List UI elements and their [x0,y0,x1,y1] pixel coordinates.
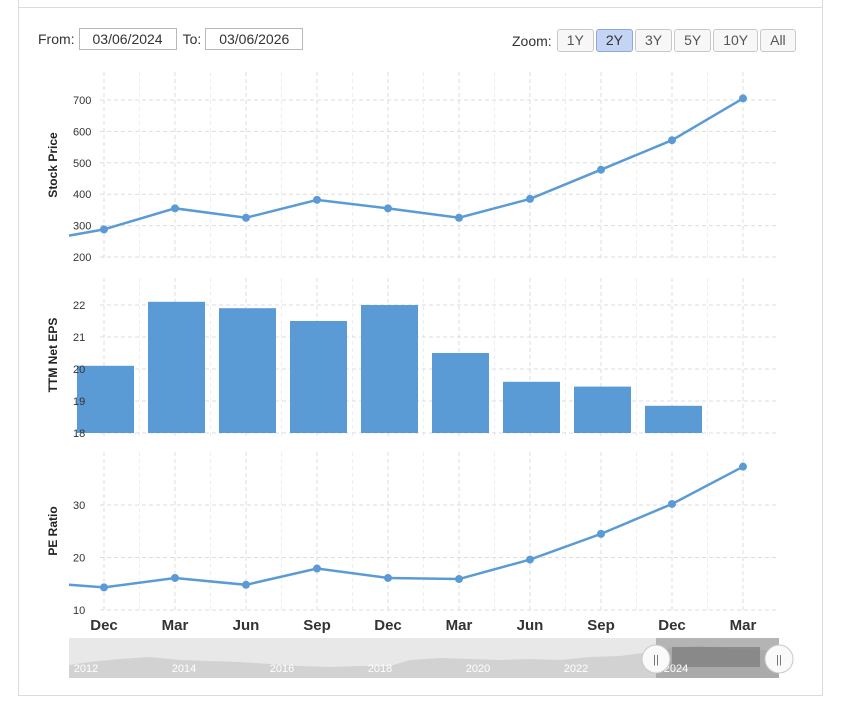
stock-price-axis-title: Stock Price [46,132,60,198]
pe-ratio-point[interactable] [597,529,605,538]
y-tick-label: 22 [73,300,85,312]
y-tick-label: 200 [73,252,91,264]
eps-axis-title: TTM Net EPS [46,318,60,393]
pe-ratio-point[interactable] [242,580,250,589]
navigator[interactable]: 2012 2014 2016 2018 2020 2022 2024 || || [69,638,794,678]
eps-bar[interactable] [645,405,702,433]
to-label: To: [182,31,202,47]
eps-bar[interactable] [219,308,276,433]
to-date-input[interactable]: 03/06/2026 [205,28,304,50]
y-tick-label: 600 [73,126,91,138]
stock-price-point[interactable] [100,225,108,234]
stock-price-point[interactable] [313,195,321,204]
navigator-year-label: 2018 [368,663,392,675]
zoom-10y-button[interactable]: 10Y [713,29,759,52]
navigator-right-grip-icon: || [776,654,782,666]
stock-price-point[interactable] [597,165,605,174]
stock-price-point[interactable] [739,94,747,103]
stock-price-point[interactable] [242,213,250,222]
x-tick-label: Sep [303,617,331,634]
navigator-right-handle[interactable] [764,644,794,674]
navigator-left-grip-icon: || [653,654,659,666]
zoom-2y-button[interactable]: 2Y [595,29,633,52]
stock-price-point[interactable] [668,136,676,145]
zoom-3y-button[interactable]: 3Y [634,29,673,52]
eps-bar[interactable] [432,353,489,433]
x-tick-label: Mar [730,617,757,634]
navigator-year-label: 2016 [270,663,294,675]
x-tick-label: Dec [658,617,686,634]
y-tick-label: 30 [73,500,85,512]
y-tick-label: 400 [73,189,91,201]
navigator-year-label: 2024 [664,663,688,675]
zoom-5y-button[interactable]: 5Y [674,29,712,52]
eps-bar[interactable] [503,381,560,433]
y-tick-label: 20 [73,364,85,376]
zoom-label: Zoom: [512,32,552,49]
from-label: From: [38,31,75,47]
zoom-1y-button[interactable]: 1Y [556,29,594,52]
stock-price-point[interactable] [526,194,534,203]
x-tick-label: Jun [233,617,260,634]
y-tick-label: 700 [73,95,91,107]
pe-ratio-point[interactable] [739,462,747,471]
navigator-year-label: 2012 [74,663,98,675]
zoom-all-button[interactable]: All [760,29,796,52]
eps-bar[interactable] [574,386,631,433]
top-border [18,7,823,8]
y-tick-label: 20 [73,553,85,565]
zoom-controls: Zoom: 1Y 2Y 3Y 5Y 10Y All [512,29,798,52]
pe-ratio-point[interactable] [526,555,534,564]
y-tick-label: 300 [73,221,91,233]
x-tick-label: Dec [90,617,118,634]
eps-bar[interactable] [148,301,205,433]
eps-bar[interactable] [290,321,347,433]
pe-ratio-point[interactable] [100,583,108,592]
eps-bar[interactable] [361,305,418,433]
navigator-series-area [69,646,779,678]
from-date-input[interactable]: 03/06/2024 [78,28,177,50]
navigator-year-label: 2022 [564,663,588,675]
chart-frame [18,0,823,696]
y-tick-label: 500 [73,158,91,170]
stock-price-point[interactable] [171,204,179,213]
x-tick-label: Mar [446,617,473,634]
stock-price-point[interactable] [384,204,392,213]
navigator-selected-area [672,647,760,667]
navigator-year-label: 2014 [172,663,196,675]
y-tick-label: 19 [73,396,85,408]
pe-axis-title: PE Ratio [46,506,60,555]
date-range-selector: From: 03/06/2024 To: 03/06/2026 [38,28,309,50]
stock-price-line [68,97,744,237]
pe-ratio-point[interactable] [171,573,179,582]
stock-price-point[interactable] [455,213,463,222]
x-tick-label: Sep [587,617,615,634]
navigator-year-label: 2020 [466,663,490,675]
y-tick-label: 18 [73,428,85,440]
x-tick-label: Jun [517,617,544,634]
y-tick-label: 10 [73,605,85,617]
pe-ratio-point[interactable] [668,499,676,508]
navigator-left-handle[interactable] [641,644,671,674]
x-tick-label: Mar [162,617,189,634]
x-tick-label: Dec [374,617,402,634]
pe-ratio-point[interactable] [455,575,463,584]
pe-ratio-point[interactable] [384,573,392,582]
pe-ratio-point[interactable] [313,564,321,573]
pe-ratio-line [68,465,744,589]
y-tick-label: 21 [73,332,85,344]
eps-bar[interactable] [77,365,134,433]
